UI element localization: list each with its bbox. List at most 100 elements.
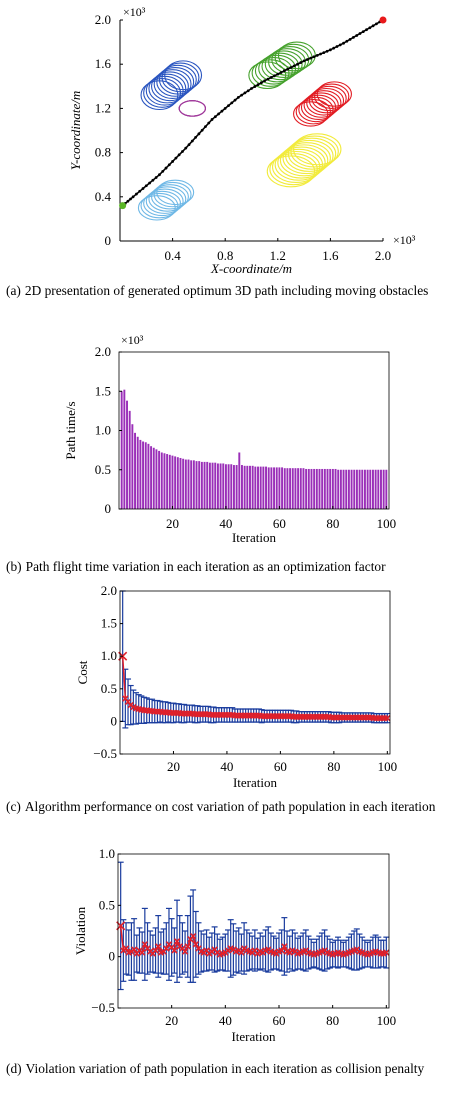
x-tick-label: 0.8 bbox=[217, 248, 233, 263]
path-waypoint bbox=[243, 91, 247, 95]
mean-marker bbox=[189, 932, 197, 940]
marker-stroke bbox=[205, 711, 212, 718]
caption-b-tag: (b) bbox=[6, 559, 22, 574]
marker-stroke bbox=[141, 941, 148, 948]
path-waypoint bbox=[329, 48, 332, 52]
mean-marker bbox=[152, 947, 159, 954]
marker-stroke bbox=[243, 947, 250, 954]
y-tick-label: 2.0 bbox=[101, 583, 117, 598]
caption-a: (a) 2D presentation of generated optimum … bbox=[6, 282, 458, 299]
bar bbox=[299, 468, 302, 509]
path-waypoint bbox=[266, 77, 270, 81]
bar bbox=[158, 450, 161, 509]
obstacle-ring bbox=[158, 64, 197, 95]
obstacle-3 bbox=[248, 41, 316, 90]
caption-c-text: Algorithm performance on cost variation … bbox=[24, 799, 436, 814]
path-waypoint bbox=[259, 81, 263, 85]
caption-d-text: Violation variation of path population i… bbox=[25, 1061, 425, 1076]
path-waypoint bbox=[141, 187, 145, 190]
bar bbox=[286, 468, 289, 509]
mean-marker bbox=[383, 949, 390, 956]
obstacle-ring bbox=[151, 71, 189, 102]
path-waypoint bbox=[338, 43, 342, 47]
path-waypoint bbox=[348, 37, 352, 41]
y-tick-label: 1.5 bbox=[95, 383, 111, 398]
marker-stroke bbox=[122, 945, 130, 952]
path-waypoint bbox=[361, 30, 365, 34]
bar bbox=[283, 468, 286, 509]
bar bbox=[350, 469, 353, 509]
bar bbox=[337, 469, 340, 509]
y-tick-label: 0.5 bbox=[95, 462, 111, 477]
marker-stroke bbox=[192, 941, 199, 948]
panel-a: 0 0.4 0.8 1.2 1.6 2.0 0.4 0.8 1.2 1.6 2.0 ×10³ ×10³ X… bbox=[0, 0, 464, 325]
path-waypoint bbox=[210, 118, 214, 121]
x-axis-title: Iteration bbox=[232, 530, 277, 545]
x-multiplier-label: ×10³ bbox=[393, 233, 416, 247]
bar bbox=[259, 466, 262, 509]
bar bbox=[174, 456, 177, 509]
path-waypoint bbox=[197, 132, 201, 136]
mean-line bbox=[121, 656, 388, 719]
x-tick-label: 80 bbox=[326, 1013, 339, 1028]
path-waypoint bbox=[126, 199, 130, 203]
obstacle-ring bbox=[140, 192, 179, 219]
bar bbox=[289, 468, 292, 509]
marker-stroke bbox=[283, 948, 291, 955]
bar bbox=[219, 463, 222, 509]
bar bbox=[238, 452, 241, 509]
bar bbox=[265, 466, 267, 509]
caption-a-text: 2D presentation of generated optimum 3D … bbox=[24, 283, 429, 298]
x-tick-label: 60 bbox=[273, 516, 286, 531]
path-waypoint bbox=[194, 136, 198, 139]
path-waypoint bbox=[368, 26, 372, 30]
bar bbox=[179, 457, 182, 509]
caption-b-text: Path flight time variation in each itera… bbox=[25, 559, 386, 574]
path-waypoint bbox=[279, 71, 283, 74]
path-waypoint bbox=[375, 22, 378, 26]
plot-frame bbox=[119, 590, 391, 755]
marker-stroke bbox=[122, 695, 129, 702]
bar bbox=[192, 460, 195, 509]
obstacle-ring bbox=[311, 85, 347, 112]
marker-stroke bbox=[164, 709, 172, 716]
bar bbox=[147, 443, 150, 509]
path-waypoint bbox=[135, 192, 138, 196]
bar bbox=[377, 469, 380, 509]
x-axis-title: Iteration bbox=[231, 1029, 276, 1044]
marker-stroke bbox=[148, 707, 156, 715]
bar bbox=[297, 468, 300, 509]
bar bbox=[315, 468, 318, 509]
bar bbox=[216, 463, 219, 509]
path-waypoint bbox=[305, 58, 309, 61]
mean-marker bbox=[238, 949, 245, 956]
bar bbox=[313, 468, 316, 509]
path-time-bar-chart: 0 0.5 1.0 1.5 2.0 20 40 60 80 100 ×10³ Iteration Pat… bbox=[63, 333, 397, 545]
bar bbox=[163, 453, 166, 509]
bar bbox=[326, 468, 329, 509]
bar bbox=[262, 466, 265, 509]
path-waypoint bbox=[371, 24, 375, 28]
obstacle-ring bbox=[151, 184, 189, 210]
bar bbox=[307, 468, 310, 509]
marker-stroke bbox=[138, 949, 146, 956]
bar bbox=[227, 464, 230, 509]
bar bbox=[323, 468, 326, 509]
path-waypoint bbox=[230, 101, 234, 105]
bar bbox=[184, 459, 187, 509]
obstacle-ring bbox=[314, 83, 350, 109]
obstacle-ring bbox=[298, 96, 334, 123]
marker-stroke bbox=[211, 946, 218, 953]
x-tick-label: 100 bbox=[377, 516, 397, 531]
caption-c-tag: (c) bbox=[6, 799, 21, 814]
x-tick-label: 80 bbox=[327, 759, 340, 774]
bar bbox=[139, 439, 142, 509]
marker-stroke bbox=[326, 950, 334, 957]
bar bbox=[302, 468, 305, 509]
path-waypoint bbox=[299, 61, 303, 64]
marker-stroke bbox=[227, 945, 234, 952]
path-waypoint bbox=[129, 197, 132, 201]
optimum-path-line bbox=[122, 19, 384, 207]
bar bbox=[198, 461, 201, 509]
marker-stroke bbox=[189, 710, 196, 717]
